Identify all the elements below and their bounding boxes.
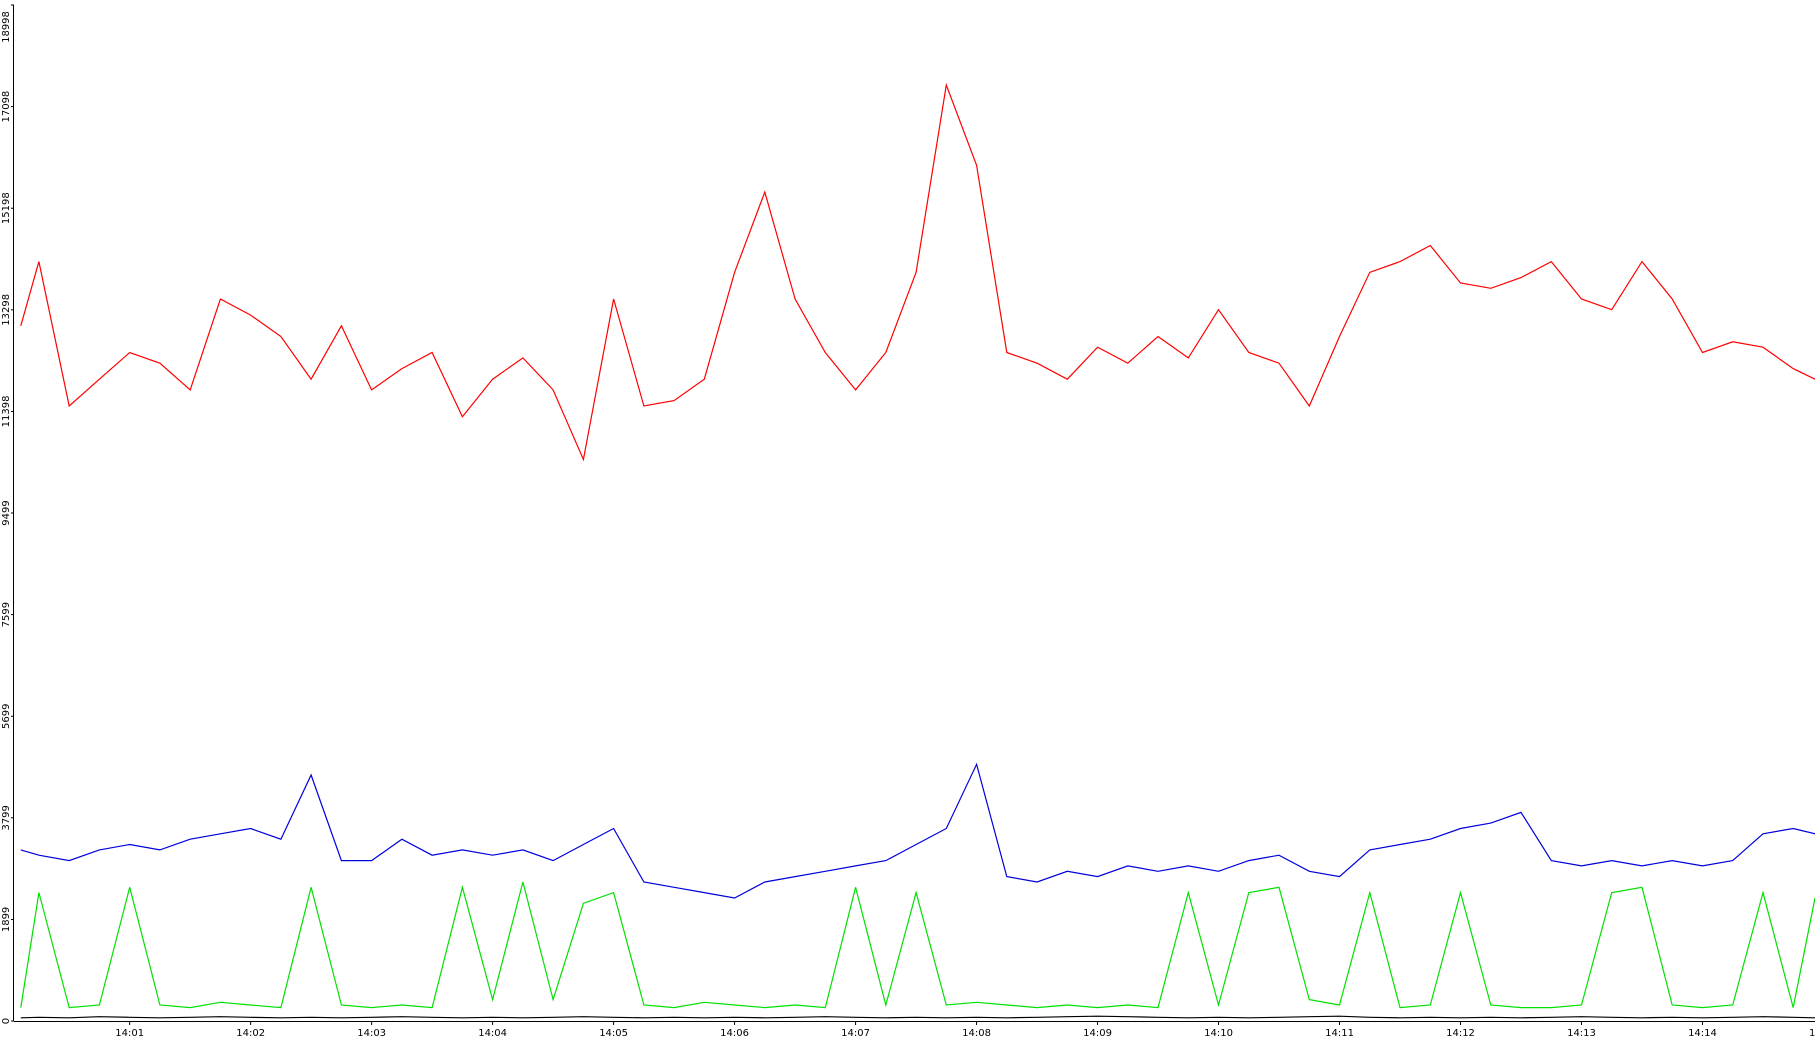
y-tick-label: 3799 [1,805,12,830]
y-tick-label: 17098 [1,91,12,123]
y-tick-label: 7599 [1,602,12,627]
x-tick-label: 14:08 [962,1028,991,1039]
x-tick-label: 14:13 [1567,1028,1596,1039]
y-tick-label: 9499 [1,500,12,525]
x-tick-label: 14:15 [1809,1028,1815,1039]
y-tick-label: 11398 [1,396,12,428]
x-tick-label: 14:11 [1325,1028,1354,1039]
x-tick-label: 14:07 [841,1028,870,1039]
y-tick-label: 1899 [1,907,12,932]
x-tick-label: 14:06 [720,1028,749,1039]
x-tick-label: 14:12 [1446,1028,1475,1039]
y-tick-label: 18998 [1,11,12,43]
series-line [20,762,1815,899]
x-tick-label: 14:09 [1083,1028,1112,1039]
series-line [20,82,1815,462]
x-tick-label: 14:02 [236,1028,265,1039]
y-tick-label: 5699 [1,703,12,728]
y-tick-label: 13298 [1,294,12,326]
series-line [20,881,1815,1009]
series-line [20,1015,1815,1019]
x-tick-label: 14:01 [115,1028,144,1039]
y-tick-label: 15198 [1,192,12,224]
x-tick-label: 14:04 [478,1028,507,1039]
x-tick-label: 14:14 [1688,1028,1717,1039]
x-tick-label: 14:10 [1204,1028,1233,1039]
x-tick-label: 14:03 [357,1028,386,1039]
y-tick-label: 0 [1,1018,12,1024]
x-tick-label: 14:05 [599,1028,628,1039]
